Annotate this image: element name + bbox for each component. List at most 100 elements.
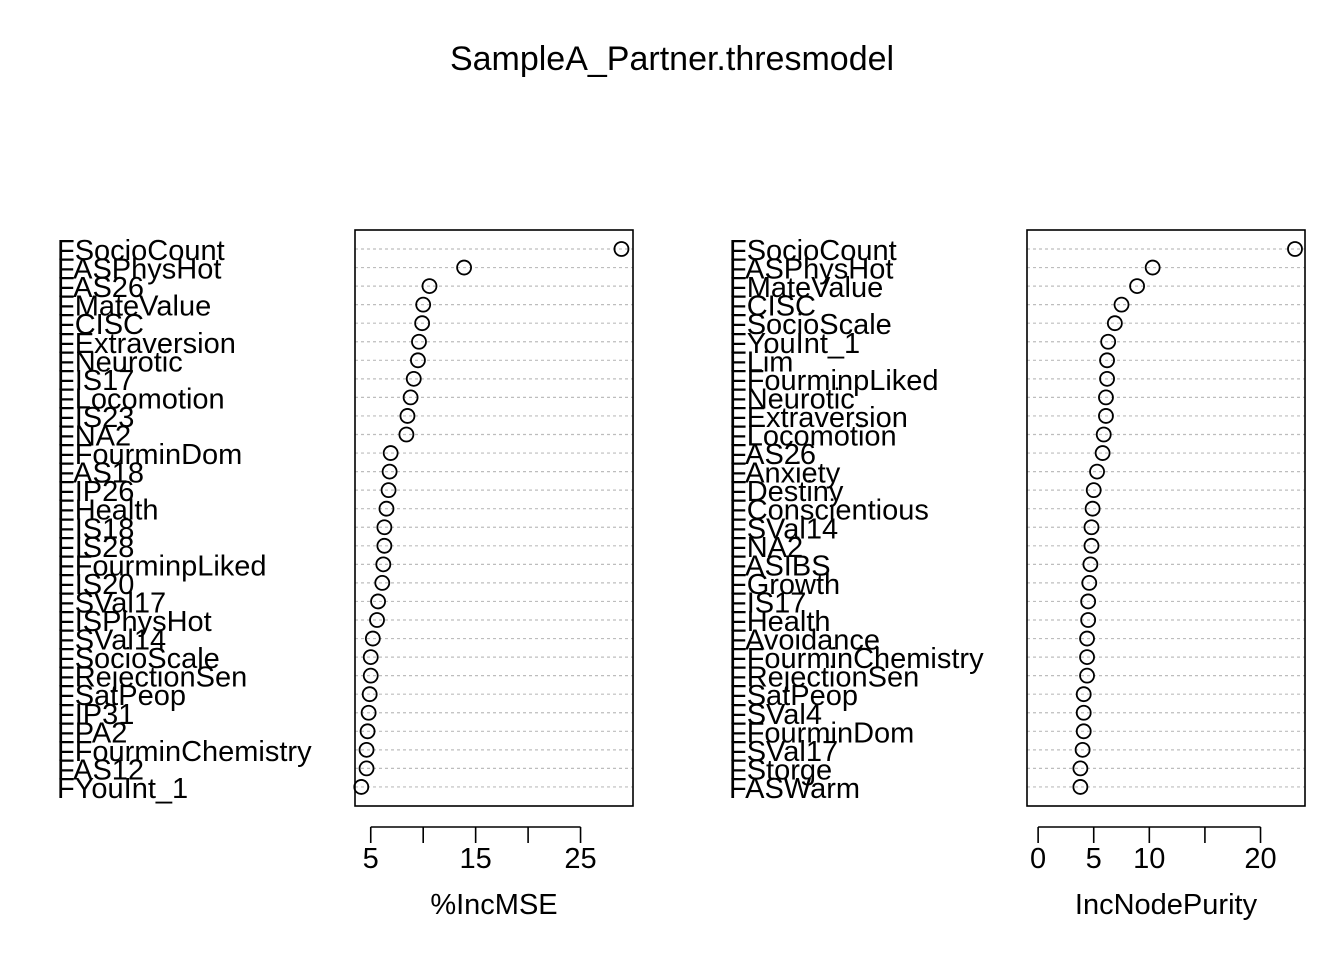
category-label: FASPhysHot (57, 254, 221, 286)
category-label: FYouInt_1 (57, 773, 188, 805)
category-label: FNeurotic (729, 383, 855, 415)
category-label: FFourminChemistry (57, 736, 312, 768)
data-point (1099, 370, 1115, 387)
category-label: FAnxiety (729, 458, 841, 490)
x-axis-label: %IncMSE (430, 889, 557, 921)
data-point (1081, 575, 1098, 591)
data-point (362, 667, 379, 684)
category-label: FLocomotion (57, 383, 225, 415)
data-point (1079, 630, 1095, 647)
data-point (378, 500, 395, 517)
category-label: FCISC (57, 309, 144, 341)
category-label: FLocomotion (729, 421, 897, 453)
category-label: FIS20 (57, 569, 134, 601)
data-point (1080, 593, 1097, 610)
data-point (1085, 482, 1102, 499)
data-point (382, 445, 399, 461)
x-tick-label: 25 (564, 843, 596, 875)
data-point (376, 537, 393, 554)
category-label: FLim (729, 346, 793, 378)
x-tick-label: 20 (1244, 843, 1276, 875)
category-label: FStorge (729, 754, 832, 786)
data-point (1075, 704, 1092, 721)
data-point (402, 389, 419, 406)
category-label: FIS17 (57, 365, 134, 397)
data-point (358, 760, 375, 777)
x-tick-label: 5 (1086, 843, 1102, 875)
x-tick-label: 15 (460, 843, 492, 875)
category-label: FISPhysHot (57, 606, 212, 638)
x-tick-label: 10 (1133, 843, 1165, 875)
category-label: FASIBS (729, 550, 831, 582)
category-label: FAS26 (57, 272, 144, 304)
chart-title: SampleA_Partner.thresmodel (450, 40, 894, 78)
data-point (1079, 649, 1095, 665)
category-label: FSVal17 (57, 587, 166, 619)
data-point (370, 593, 386, 610)
data-point (410, 352, 426, 369)
category-label: FSVal14 (57, 625, 166, 657)
category-label: FIP31 (57, 699, 134, 731)
category-label: FSocioScale (729, 309, 892, 341)
category-label: FIS23 (57, 402, 134, 434)
data-point (415, 296, 432, 313)
data-point (381, 463, 398, 480)
data-point (411, 333, 427, 350)
data-point (613, 241, 630, 257)
data-point (1084, 500, 1101, 517)
data-point (1083, 537, 1100, 554)
plot-frame (354, 229, 634, 807)
category-label: FFourminChemistry (729, 643, 984, 675)
data-point (414, 315, 431, 332)
category-label: FAS12 (57, 754, 144, 786)
data-point (399, 408, 416, 424)
data-point (1080, 612, 1097, 628)
data-point (1144, 259, 1161, 276)
category-label: FFourminDom (729, 717, 914, 749)
data-point (1089, 463, 1105, 480)
category-label: FPA2 (57, 717, 127, 749)
category-label: FIS18 (57, 513, 134, 545)
category-label: FSocioScale (57, 643, 220, 675)
data-point (360, 704, 377, 721)
category-label: FSVal14 (729, 513, 838, 545)
category-label: FASWarm (729, 773, 860, 805)
category-label: FFourminpLiked (729, 365, 939, 397)
category-label: FFourminpLiked (57, 550, 267, 582)
data-point (375, 556, 392, 573)
category-label: FGrowth (729, 569, 840, 601)
dotchart-incnodepurity: FSocioCountFASPhysHotFMateValueFCISCFSoc… (729, 229, 1306, 921)
category-label: FHealth (57, 495, 159, 527)
category-label: FRejectionSen (57, 662, 247, 694)
data-point (1075, 723, 1092, 740)
category-label: FASPhysHot (729, 254, 893, 286)
category-label: FSocioCount (57, 235, 225, 267)
category-label: FSocioCount (729, 235, 897, 267)
x-tick-label: 5 (363, 843, 379, 875)
data-point (362, 649, 379, 665)
plot-frame (1026, 229, 1306, 807)
category-label: FSatPeop (729, 680, 858, 712)
data-point (359, 723, 376, 740)
data-point (1106, 315, 1123, 332)
category-label: FSVal17 (729, 736, 838, 768)
category-label: FMateValue (729, 272, 883, 304)
dotchart-incmse: FSocioCountFASPhysHotFAS26FMateValueFCIS… (57, 229, 634, 921)
category-label: FNA2 (729, 532, 803, 564)
data-point (405, 370, 422, 387)
category-label: FExtraversion (57, 328, 236, 360)
category-label: FIP26 (57, 476, 134, 508)
category-label: FRejectionSen (729, 662, 919, 694)
data-point (1100, 333, 1117, 350)
data-point (1287, 241, 1303, 257)
category-label: FNeurotic (57, 346, 183, 378)
category-label: FYouInt_1 (729, 328, 860, 360)
data-point (1129, 278, 1145, 295)
data-point (1072, 760, 1089, 777)
data-point (1094, 445, 1111, 461)
data-point (421, 278, 438, 295)
data-point (1083, 519, 1100, 536)
data-point (398, 426, 415, 443)
category-label: FIS17 (729, 587, 806, 619)
